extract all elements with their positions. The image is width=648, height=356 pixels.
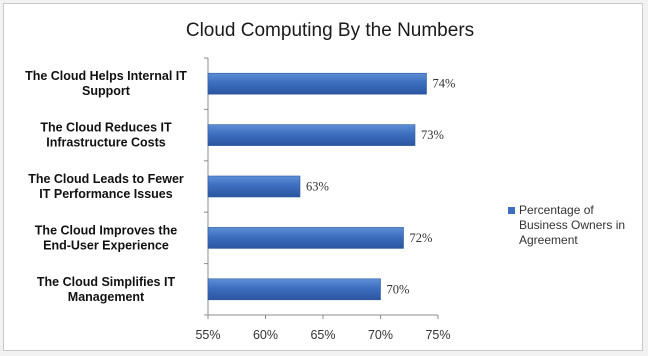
category-label: The Cloud Leads to Fewer IT Performance I… [28, 172, 184, 201]
legend-label-line: Agreement [519, 233, 578, 247]
legend-label: Percentage of Business Owners in Agreement [519, 203, 625, 247]
x-tick-label: 65% [310, 328, 335, 342]
bar [207, 227, 404, 249]
category-label-line: Management [68, 290, 145, 304]
category-label-line: The Cloud Simplifies IT [37, 275, 176, 289]
data-label: 70% [387, 282, 410, 296]
category-label-line: IT Performance Issues [39, 187, 172, 201]
category-label-line: The Cloud Improves the [35, 223, 177, 237]
bar [207, 278, 381, 301]
category-label: The Cloud Simplifies IT Management [37, 275, 176, 304]
legend: Percentage of Business Owners in Agreement [508, 203, 625, 247]
category-label-line: The Cloud Helps Internal IT [25, 69, 187, 83]
x-tick-label: 60% [253, 328, 278, 342]
x-tick-label: 75% [425, 328, 450, 342]
data-label: 63% [306, 180, 329, 194]
category-label-line: Infrastructure Costs [46, 136, 166, 150]
category-label: The Cloud Improves the End-User Experienc… [35, 223, 177, 252]
bar [207, 175, 301, 198]
plot-area: 55% 60% 65% 70% 75% 74% The Cloud Helps Intern… [25, 57, 456, 342]
bar [207, 124, 416, 146]
category-label-line: The Cloud Reduces IT [40, 121, 172, 135]
legend-label-line: Business Owners in [519, 218, 625, 232]
legend-swatch [508, 207, 515, 214]
x-tick-label: 70% [368, 328, 393, 342]
category-label: The Cloud Helps Internal IT Support [25, 69, 187, 98]
category-label-line: Support [82, 84, 131, 98]
data-label: 74% [433, 77, 456, 91]
legend-label-line: Percentage of [519, 203, 594, 217]
data-label: 73% [421, 128, 444, 142]
category-label-line: The Cloud Leads to Fewer [28, 172, 184, 186]
category-label: The Cloud Reduces IT Infrastructure Costs [40, 121, 172, 150]
x-tick-label: 55% [195, 328, 220, 342]
chart-title: Cloud Computing By the Numbers [186, 20, 474, 41]
bar [207, 72, 427, 95]
data-label: 72% [410, 231, 433, 245]
category-label-line: End-User Experience [43, 238, 169, 252]
